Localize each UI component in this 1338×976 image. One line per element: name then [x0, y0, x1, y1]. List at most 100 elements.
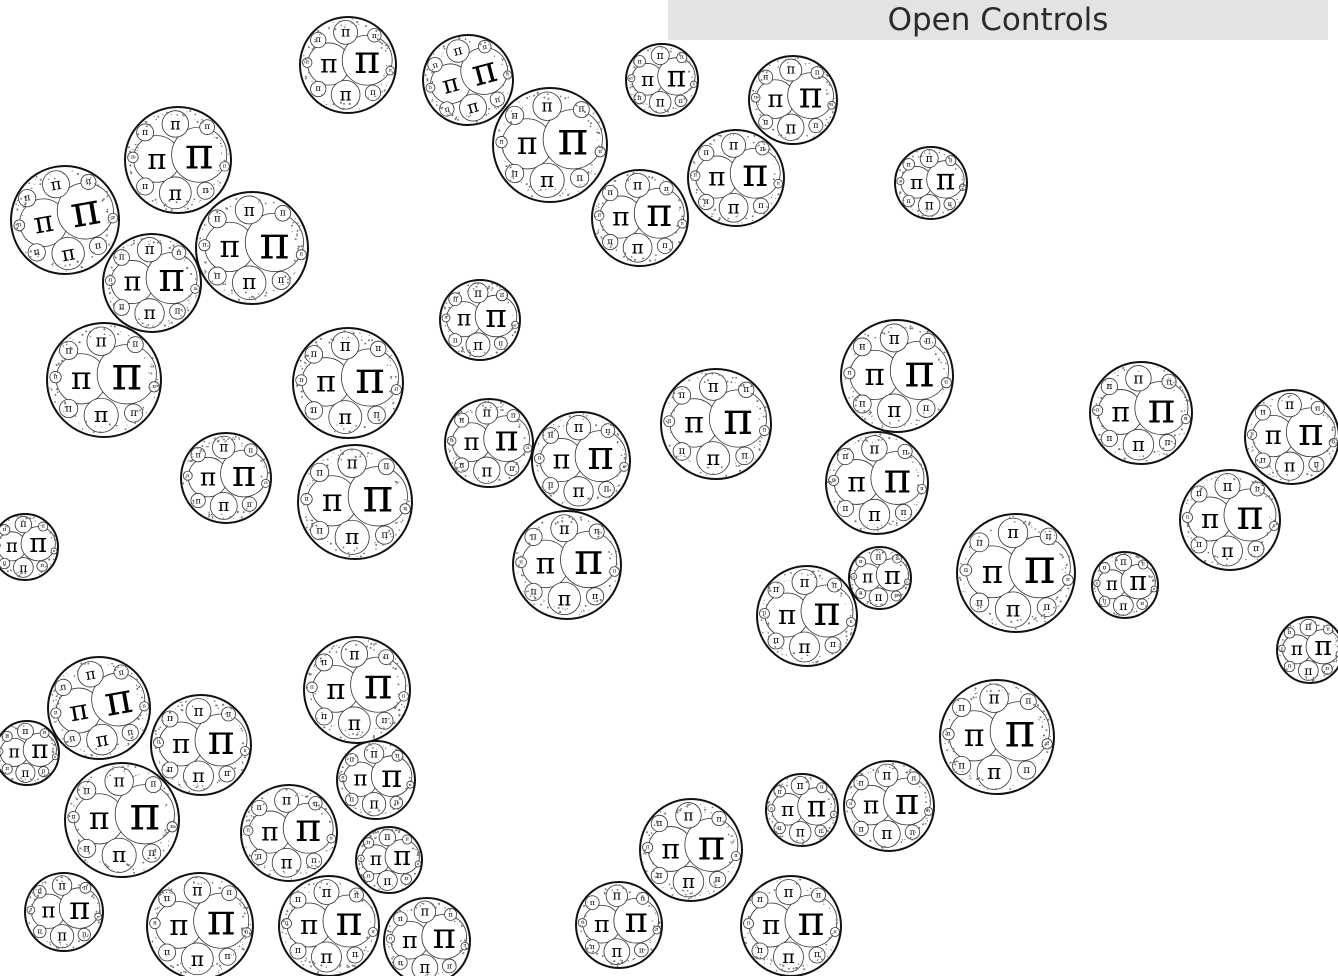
- pi-glyph: π: [1045, 531, 1051, 542]
- pi-glyph: π: [373, 409, 380, 420]
- pi-glyph: π: [1043, 601, 1050, 613]
- pi-glyph: π: [708, 377, 719, 396]
- pi-glyph: π: [367, 840, 371, 846]
- pi-glyph: π: [640, 894, 645, 902]
- pi-glyph: π: [0, 749, 2, 753]
- pi-glyph: π: [747, 921, 751, 927]
- pi-glyph: π: [611, 942, 622, 961]
- pi-glyph: π: [630, 76, 633, 81]
- pi-glyph: π: [785, 117, 796, 137]
- pi-glyph: π: [398, 958, 403, 967]
- pi-glyph: π: [706, 446, 720, 470]
- pi-glyph: π: [369, 796, 379, 813]
- pi-glyph: π: [1186, 515, 1190, 521]
- pi-glyph: π: [147, 142, 166, 176]
- pi-glyph: π: [244, 200, 255, 220]
- pi-glyph: π: [757, 946, 763, 956]
- pi-glyph: π: [295, 946, 301, 956]
- pi-glyph: π: [261, 817, 278, 848]
- pi-glyph: π: [833, 929, 837, 935]
- pi-glyph: π: [1196, 489, 1202, 499]
- pi-glyph: π: [605, 426, 610, 435]
- pi-glyph: π: [23, 192, 32, 204]
- pi-glyph: π: [911, 774, 916, 783]
- pi-glyph: π: [581, 920, 584, 925]
- pi-glyph: π: [202, 185, 208, 196]
- pi-glyph: π: [311, 349, 318, 360]
- pi-glyph: π: [41, 899, 55, 924]
- pi-glyph: π: [781, 798, 794, 821]
- pi-glyph: π: [875, 551, 881, 562]
- pi-glyph: π: [574, 534, 603, 585]
- pi-glyph: π: [632, 237, 644, 258]
- pi-glyph: π: [157, 740, 161, 746]
- pi-glyph: π: [778, 599, 796, 631]
- pi-glyph: π: [340, 336, 351, 355]
- pi-glyph: π: [884, 453, 911, 502]
- pi-glyph: π: [925, 197, 934, 213]
- pi-glyph: π: [558, 586, 571, 610]
- pi-glyph: π: [1023, 764, 1030, 776]
- pi-glyph: π: [830, 103, 833, 108]
- pi-glyph: π: [417, 862, 420, 866]
- pi-glyph: π: [493, 93, 501, 104]
- pi-glyph: π: [82, 931, 87, 939]
- pi-glyph: π: [69, 889, 90, 927]
- pi-glyph: π: [482, 406, 491, 421]
- pi-glyph: π: [987, 760, 1001, 785]
- pi-glyph: π: [305, 60, 309, 66]
- pi-glyph: π: [169, 908, 188, 942]
- pi-glyph: π: [22, 726, 28, 737]
- pi-glyph: π: [1260, 408, 1266, 418]
- open-controls-button[interactable]: Open Controls: [668, 0, 1328, 40]
- pi-glyph: π: [875, 590, 883, 604]
- pi-glyph: π: [59, 240, 76, 266]
- pi-glyph: π: [204, 122, 210, 132]
- pi-glyph: π: [708, 162, 725, 193]
- pi-glyph: π: [310, 684, 314, 690]
- pi-glyph: π: [195, 496, 201, 506]
- pi-glyph: π: [590, 898, 595, 907]
- pi-glyph: π: [191, 947, 204, 971]
- pi-glyph: π: [96, 331, 107, 351]
- pi-glyph: π: [887, 398, 901, 423]
- pi-glyph: π: [452, 42, 465, 60]
- pi-glyph: π: [657, 49, 664, 62]
- pi-glyph: π: [884, 560, 901, 590]
- pi-glyph: π: [299, 252, 303, 258]
- pi-glyph: π: [219, 439, 228, 455]
- pi-glyph: π: [259, 215, 289, 269]
- pi-glyph: π: [322, 483, 343, 519]
- pi-glyph: π: [142, 181, 148, 192]
- pi-glyph: π: [1111, 395, 1129, 428]
- pi-glyph: π: [920, 486, 924, 492]
- pi-glyph: π: [693, 173, 697, 179]
- pi-glyph: π: [1281, 646, 1284, 650]
- pi-glyph: π: [773, 636, 779, 646]
- pi-glyph: π: [383, 652, 389, 662]
- pi-glyph: π: [54, 710, 59, 717]
- pi-glyph: π: [1025, 697, 1031, 707]
- pi-glyph: π: [536, 546, 556, 581]
- pi-glyph: π: [224, 769, 230, 779]
- pi-glyph: π: [1106, 381, 1112, 392]
- pi-glyph: π: [907, 160, 912, 168]
- pi-glyph: π: [598, 149, 602, 155]
- pi-glyph: π: [728, 197, 740, 218]
- pi-glyph: π: [42, 769, 46, 775]
- pi-glyph: π: [336, 897, 363, 945]
- pi-glyph: π: [316, 466, 323, 478]
